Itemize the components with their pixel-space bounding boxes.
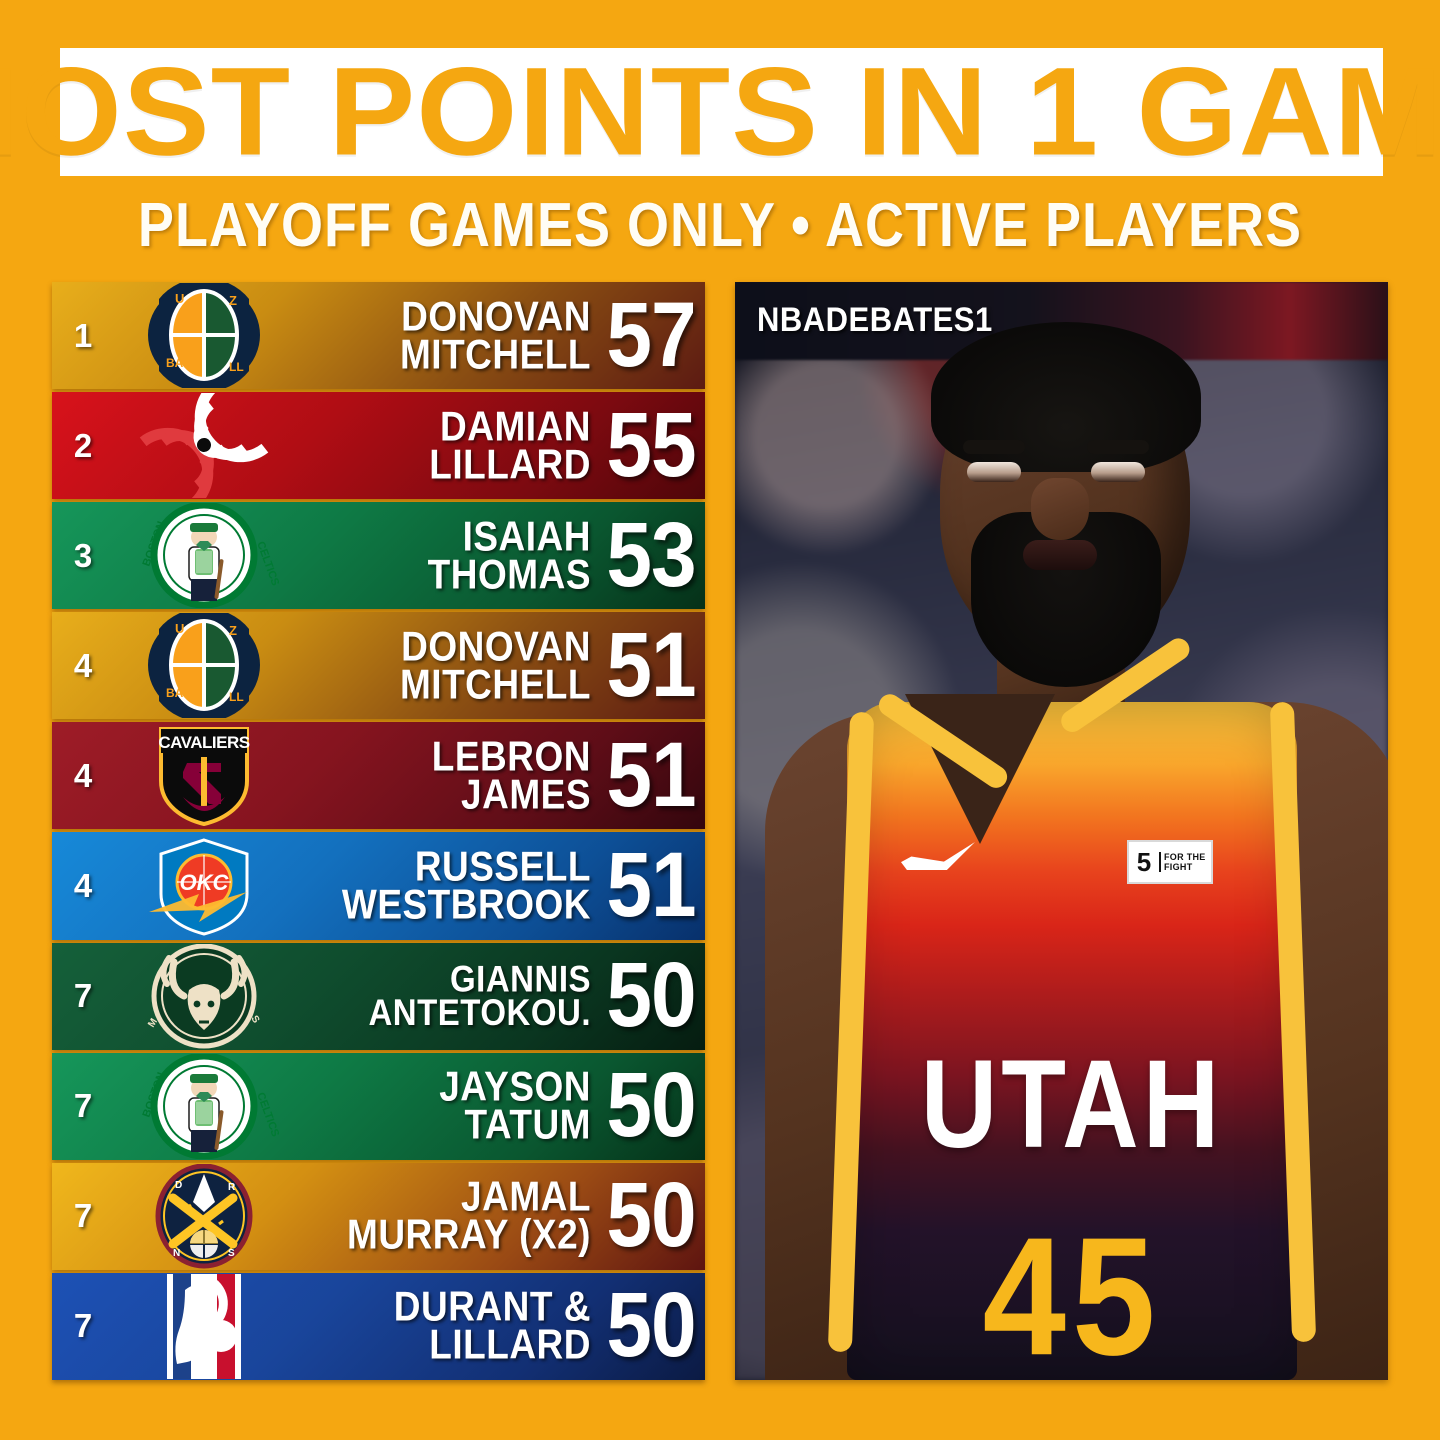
row-player-name: RUSSELL WESTBROOK: [341, 843, 591, 928]
leaderboard-row[interactable]: 4 U Z BA LL DONOVAN MITCHELL 51: [52, 612, 705, 720]
row-player-name: ISAIAH THOMAS: [427, 513, 591, 598]
row-name-wrap: JAMAL MURRAY (X2): [294, 1163, 597, 1270]
svg-text:R: R: [228, 1182, 236, 1193]
team-logo-celtics-icon: BOSTON CELTICS: [114, 502, 294, 609]
row-name-wrap: DAMIAN LILLARD: [294, 392, 597, 499]
svg-text:LL: LL: [229, 360, 244, 374]
row-player-name: DAMIAN LILLARD: [429, 403, 591, 488]
row-name-wrap: DONOVAN MITCHELL: [294, 612, 597, 719]
right-eye: [1091, 462, 1145, 482]
row-name-wrap: ISAIAH THOMAS: [294, 502, 597, 609]
svg-text:CELTICS: CELTICS: [254, 540, 279, 588]
player-figure: 5 FOR THE FIGHT UTAH 45: [735, 282, 1388, 1380]
row-player-name: DURANT & LILLARD: [393, 1283, 591, 1368]
row-points: 51: [606, 834, 696, 937]
svg-text:S: S: [248, 1013, 261, 1025]
row-rank: 7: [73, 1197, 93, 1235]
row-rank: 1: [73, 316, 93, 354]
svg-text:U: U: [175, 291, 184, 306]
row-points: 51: [606, 724, 696, 827]
patch-line-1: FOR THE: [1164, 851, 1206, 862]
row-rank: 4: [73, 756, 93, 794]
five-for-the-fight-patch: 5 FOR THE FIGHT: [1127, 840, 1213, 884]
team-logo-nuggets-icon: D R N S: [114, 1163, 294, 1270]
left-eye: [967, 462, 1021, 482]
jersey: [847, 702, 1297, 1380]
svg-text:U: U: [175, 621, 184, 636]
leaderboard: 1 U Z BA LL DONOVAN MITCHELL 57 2: [52, 282, 705, 1380]
team-logo-celtics-icon: BOSTON CELTICS: [114, 1053, 294, 1160]
row-points: 50: [606, 1164, 696, 1267]
leaderboard-row[interactable]: 1 U Z BA LL DONOVAN MITCHELL 57: [52, 282, 705, 390]
row-player-name: JAMAL MURRAY (X2): [347, 1173, 591, 1258]
row-points: 50: [606, 1274, 696, 1377]
row-player-name: JAYSON TATUM: [439, 1063, 591, 1148]
svg-text:Z: Z: [229, 623, 237, 638]
team-logo-blazers-icon: [114, 392, 294, 499]
row-name-wrap: LEBRON JAMES: [294, 722, 597, 829]
patch-text: FOR THE FIGHT: [1159, 851, 1211, 873]
mouth: [1023, 540, 1097, 570]
svg-text:BA: BA: [166, 686, 184, 700]
row-rank: 2: [73, 426, 93, 464]
row-name-wrap: DONOVAN MITCHELL: [294, 282, 597, 389]
row-name-wrap: JAYSON TATUM: [294, 1053, 597, 1160]
row-points: 57: [606, 284, 696, 386]
watermark: NBADEBATES1: [757, 300, 993, 339]
row-points: 50: [606, 944, 696, 1047]
row-name-wrap: GIANNIS ANTETOKOU.: [294, 943, 597, 1050]
svg-text:N: N: [173, 1248, 180, 1259]
jersey-team-name: UTAH: [920, 1034, 1224, 1175]
row-points: 50: [606, 1054, 696, 1157]
row-player-name: DONOVAN MITCHELL: [399, 292, 591, 377]
page-subtitle: PLAYOFF GAMES ONLY • ACTIVE PLAYERS: [137, 190, 1303, 260]
row-rank: 4: [73, 867, 93, 905]
row-points: 53: [606, 504, 696, 607]
player-photo-panel: 5 FOR THE FIGHT UTAH 45 NBADEBATES1: [735, 282, 1388, 1380]
patch-line-2: FIGHT: [1164, 862, 1193, 872]
row-rank: 7: [73, 977, 93, 1015]
row-rank: 7: [73, 1087, 93, 1125]
team-logo-jazz-icon: U Z BA LL: [114, 282, 294, 389]
leaderboard-row[interactable]: 4 OKC RUSSELL WESTBROOK 51: [52, 832, 705, 940]
row-points: 55: [606, 394, 696, 497]
leaderboard-row[interactable]: 7 M S GIANNIS ANTETOKOU. 50: [52, 942, 705, 1050]
team-logo-okc-icon: OKC: [114, 832, 294, 939]
svg-text:BA: BA: [166, 356, 184, 370]
team-logo-nba-icon: [114, 1273, 294, 1380]
team-logo-cavs-icon: CAVALIERS: [114, 722, 294, 829]
row-player-name: GIANNIS ANTETOKOU.: [368, 957, 591, 1034]
row-player-name: LEBRON JAMES: [431, 733, 591, 818]
row-name-wrap: RUSSELL WESTBROOK: [294, 832, 597, 939]
title-banner: MOST POINTS IN 1 GAME: [0, 48, 1440, 176]
row-rank: 7: [73, 1307, 93, 1345]
team-logo-jazz-icon: U Z BA LL: [114, 612, 294, 719]
leaderboard-row[interactable]: 3 BOSTON CELTICS ISAIAH THOMAS 53: [52, 502, 705, 610]
right-eyebrow: [1087, 440, 1149, 454]
row-player-name: DONOVAN MITCHELL: [399, 623, 591, 708]
left-eyebrow: [963, 440, 1025, 454]
page-title: MOST POINTS IN 1 GAME: [0, 41, 1440, 182]
svg-text:OKC: OKC: [180, 870, 230, 895]
patch-number: 5: [1136, 847, 1152, 877]
svg-text:LL: LL: [229, 690, 244, 704]
leaderboard-row[interactable]: 7 DURANT & LILLARD 50: [52, 1272, 705, 1380]
row-points: 51: [606, 614, 696, 717]
leaderboard-row[interactable]: 2 DAMIAN LILLARD 55: [52, 392, 705, 500]
nose: [1031, 478, 1089, 540]
team-logo-bucks-icon: M S: [114, 943, 294, 1050]
svg-text:D: D: [175, 1180, 182, 1191]
svg-text:S: S: [228, 1248, 235, 1259]
row-rank: 4: [73, 646, 93, 684]
leaderboard-row[interactable]: 7 BOSTON CELTICS JAYSON TATUM 50: [52, 1052, 705, 1160]
row-name-wrap: DURANT & LILLARD: [294, 1273, 597, 1380]
jersey-number: 45: [982, 1201, 1162, 1380]
svg-text:CELTICS: CELTICS: [254, 1091, 279, 1139]
leaderboard-row[interactable]: 7 D R N S JAMAL MURRAY (X2) 50: [52, 1162, 705, 1270]
svg-text:Z: Z: [229, 293, 237, 308]
row-rank: 3: [73, 536, 93, 574]
svg-text:CAVALIERS: CAVALIERS: [158, 733, 249, 752]
leaderboard-row[interactable]: 4 CAVALIERS LEBRON JAMES 51: [52, 722, 705, 830]
